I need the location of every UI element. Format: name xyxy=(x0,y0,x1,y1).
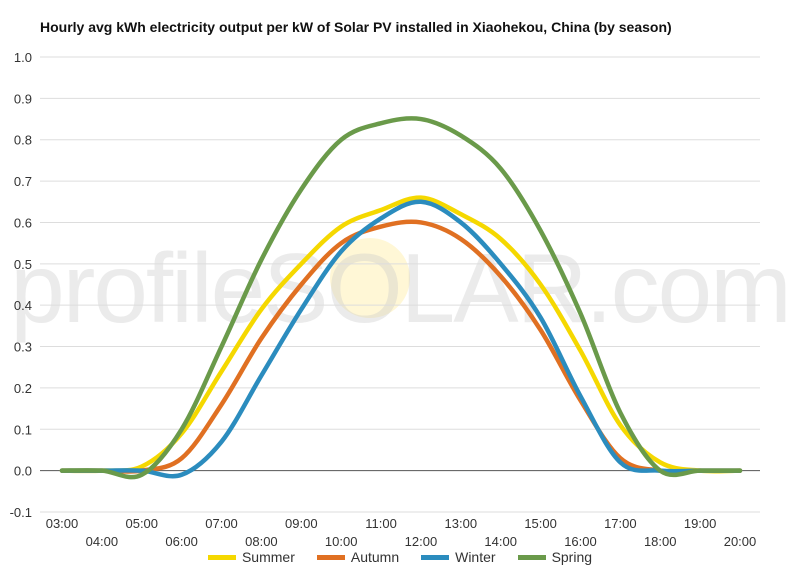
x-tick-label: 05:00 xyxy=(125,516,158,531)
legend-label: Winter xyxy=(455,549,496,565)
x-tick-label: 10:00 xyxy=(325,534,358,549)
x-tick-label: 16:00 xyxy=(564,534,597,549)
legend-label: Spring xyxy=(551,549,593,565)
y-tick-label: 0.3 xyxy=(14,340,32,355)
y-tick-label: 0.5 xyxy=(14,257,32,272)
y-tick-label: 0.6 xyxy=(14,215,32,230)
x-tick-label: 14:00 xyxy=(484,534,517,549)
x-tick-label: 09:00 xyxy=(285,516,318,531)
y-tick-label: 0.8 xyxy=(14,133,32,148)
legend-label: Summer xyxy=(241,549,295,565)
legend-swatch xyxy=(517,554,546,560)
x-tick-label: 18:00 xyxy=(644,534,677,549)
y-tick-label: -0.1 xyxy=(10,505,32,520)
x-axis-ticks: 03:00 04:00 05:00 06:00 07:00 08:00 09:00 10:00… xyxy=(46,516,757,549)
legend-item-autumn[interactable]: Autumn xyxy=(316,549,400,565)
x-tick-label: 11:00 xyxy=(365,516,397,531)
y-tick-label: 0.4 xyxy=(14,298,32,313)
legend-item-summer[interactable]: Summer xyxy=(207,549,295,565)
series-lines xyxy=(59,116,743,480)
x-tick-label: 12:00 xyxy=(405,534,438,549)
y-tick-label: 0.2 xyxy=(14,381,32,396)
x-tick-label: 04:00 xyxy=(86,534,119,549)
x-tick-label: 06:00 xyxy=(165,534,198,549)
x-tick-label: 07:00 xyxy=(205,516,238,531)
series-line-summer xyxy=(59,195,743,474)
legend-item-winter[interactable]: Winter xyxy=(421,549,496,565)
x-tick-label: 17:00 xyxy=(604,516,637,531)
x-tick-label: 03:00 xyxy=(46,516,79,531)
series-line-autumn xyxy=(59,219,743,474)
chart-title: Hourly avg kWh electricity output per kW… xyxy=(40,19,672,35)
series-line-spring xyxy=(59,116,743,480)
grid-lines xyxy=(40,56,760,513)
legend-swatch xyxy=(421,554,450,560)
legend-swatch xyxy=(316,554,345,560)
y-tick-label: 0.0 xyxy=(14,464,32,479)
y-tick-label: 1.0 xyxy=(14,50,32,65)
x-tick-label: 13:00 xyxy=(445,516,478,531)
y-tick-label: 0.1 xyxy=(14,422,32,437)
y-tick-label: 0.9 xyxy=(14,91,32,106)
series-line-winter xyxy=(59,199,743,479)
y-axis-ticks: -0.1 0.0 0.1 0.2 0.3 0.4 0.5 0.6 0.7 0.8 0.9 1.0 xyxy=(10,50,32,520)
legend-label: Autumn xyxy=(350,549,400,565)
legend-swatch xyxy=(207,554,236,560)
legend-item-spring[interactable]: Spring xyxy=(517,549,593,565)
x-tick-label: 20:00 xyxy=(724,534,757,549)
x-tick-label: 19:00 xyxy=(684,516,717,531)
x-tick-label: 08:00 xyxy=(245,534,278,549)
y-tick-label: 0.7 xyxy=(14,174,32,189)
x-tick-label: 15:00 xyxy=(524,516,557,531)
legend: Summer Autumn Winter Spring xyxy=(0,549,800,565)
